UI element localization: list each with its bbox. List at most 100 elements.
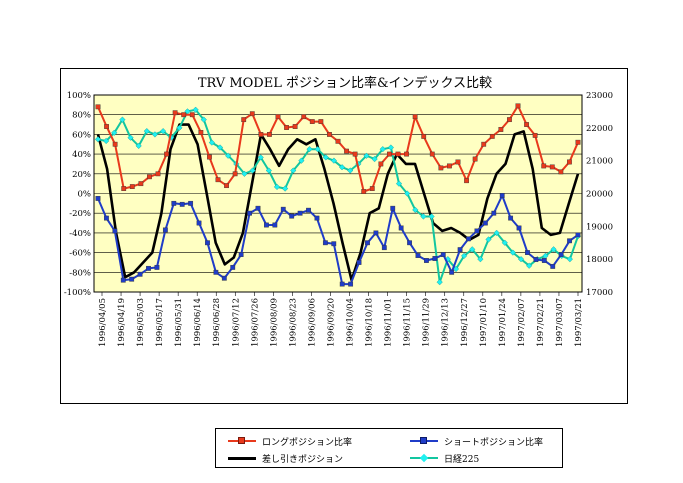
data-point <box>129 276 135 282</box>
data-point <box>449 269 455 275</box>
data-point <box>428 213 435 220</box>
data-point <box>265 167 272 174</box>
left-tick-label: 60% <box>72 130 91 140</box>
data-point <box>104 215 109 221</box>
data-point <box>472 156 478 162</box>
left-axis-ticks: -100% -80% -60% -40% -20% 0% 20% 40% 60% 80% 100% <box>64 91 91 298</box>
data-point <box>493 229 500 236</box>
data-point <box>407 240 412 246</box>
data-point <box>241 117 247 123</box>
data-point <box>164 151 169 157</box>
data-point <box>273 183 281 191</box>
data-point <box>309 119 315 124</box>
data-point <box>188 200 194 206</box>
data-point <box>284 125 289 130</box>
legend-item-short: ショートポジション比率 <box>410 434 543 448</box>
legend-swatch-short <box>410 437 438 444</box>
data-point <box>135 142 142 149</box>
data-point <box>155 171 161 177</box>
data-point <box>516 225 522 231</box>
data-point <box>365 240 370 246</box>
data-point <box>290 167 297 174</box>
x-tick-label: 1996/10/04 <box>346 298 356 347</box>
data-point <box>447 163 452 169</box>
data-point <box>509 249 516 256</box>
data-point <box>247 210 252 216</box>
data-point <box>575 232 581 238</box>
data-point <box>306 146 313 153</box>
data-point <box>524 122 529 127</box>
x-tick-label: 1996/07/12 <box>231 298 241 347</box>
left-tick-label: 100% <box>67 91 91 101</box>
right-tick-label: 21000 <box>586 157 613 167</box>
data-point <box>301 114 307 120</box>
data-point <box>171 200 177 206</box>
data-point <box>566 256 573 263</box>
data-point <box>318 119 324 124</box>
data-point <box>474 228 480 234</box>
x-tick-label: 1997/01/10 <box>479 298 489 347</box>
data-point <box>491 210 497 216</box>
legend: ロングポジション比率 ショートポジション比率 差し引きポジション 日経225 <box>215 428 563 468</box>
data-point <box>575 139 581 145</box>
data-point <box>404 151 409 157</box>
legend-marker-long <box>238 437 245 444</box>
data-point <box>238 252 244 257</box>
legend-swatch-net <box>228 456 256 460</box>
data-point <box>457 247 463 253</box>
data-point <box>181 112 187 118</box>
data-point <box>379 146 386 153</box>
data-point <box>138 181 144 187</box>
data-point <box>347 167 354 174</box>
data-point <box>567 159 572 165</box>
right-axis-ticks: 17000 18000 19000 20000 21000 22000 23000 <box>586 91 613 298</box>
left-tick-label: -80% <box>69 268 91 278</box>
data-point <box>225 152 232 159</box>
data-point <box>160 128 167 135</box>
data-point <box>224 183 229 189</box>
data-point <box>550 263 556 269</box>
data-point <box>298 157 305 164</box>
data-point <box>147 174 152 180</box>
data-point <box>331 241 337 247</box>
legend-marker-nikkei <box>419 453 429 463</box>
data-point <box>200 116 207 123</box>
data-point <box>95 196 101 201</box>
data-point <box>415 253 421 258</box>
data-point <box>207 154 212 160</box>
data-point <box>525 250 530 255</box>
data-point <box>515 103 521 109</box>
data-point <box>373 230 379 236</box>
data-point <box>120 277 126 283</box>
data-point <box>395 180 403 187</box>
data-point <box>466 236 471 242</box>
data-point <box>541 163 547 169</box>
left-tick-label: 20% <box>72 170 91 180</box>
data-point <box>94 136 102 143</box>
x-tick-label: 1996/12/27 <box>460 298 470 347</box>
data-point <box>438 165 444 171</box>
data-point <box>189 112 195 118</box>
data-point <box>314 215 320 221</box>
x-tick-label: 1996/04/19 <box>117 298 127 347</box>
data-point <box>103 137 110 145</box>
data-point <box>95 104 101 110</box>
data-point <box>501 239 508 246</box>
data-point <box>172 110 178 116</box>
data-point <box>221 275 227 281</box>
data-point <box>104 124 109 129</box>
x-tick-label: 1996/05/17 <box>155 298 165 347</box>
x-tick-label: 1997/02/07 <box>517 298 527 347</box>
data-point <box>412 206 419 213</box>
x-tick-label: 1996/05/31 <box>174 298 184 347</box>
x-tick-label: 1997/02/21 <box>536 298 546 347</box>
chart-frame: TRV MODEL ポジション比率&インデックス比較 -100% -80% -60%… <box>60 68 628 468</box>
left-tick-label: -60% <box>69 249 91 259</box>
data-point <box>461 252 468 259</box>
data-point <box>255 205 261 211</box>
data-point <box>477 256 484 263</box>
data-point <box>112 228 118 234</box>
x-axis-ticks: 1996/04/05 1996/04/19 1996/05/03 1996/05/17… <box>98 292 584 347</box>
data-point <box>344 148 349 154</box>
legend-label-short: ショートポジション比率 <box>444 437 544 448</box>
